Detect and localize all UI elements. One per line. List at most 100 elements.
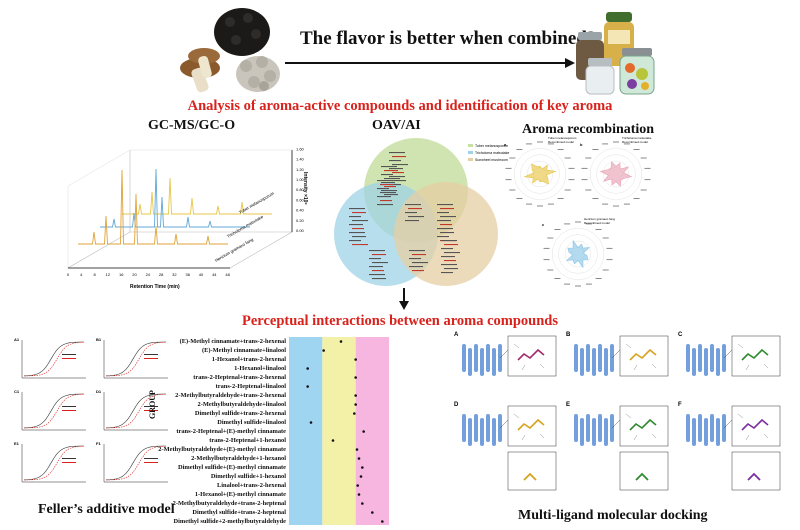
- ot-data-point: [309, 421, 313, 424]
- radar-area: [565, 239, 591, 269]
- ot-data-point: [361, 502, 364, 505]
- venn-compound-entry: [437, 212, 449, 214]
- radar-chart-c: c: [542, 221, 613, 287]
- feller-mini-plot: B1: [96, 337, 168, 379]
- radar-axis-label: [516, 149, 523, 150]
- protein-helix: [580, 418, 584, 446]
- venn-compound-entry: [381, 174, 393, 176]
- radar-axis-label: [595, 229, 602, 230]
- gcms-x-tick: 16: [119, 272, 124, 277]
- protein-helix: [474, 344, 478, 372]
- radar-axis-label: [557, 198, 564, 199]
- protein-helix: [716, 418, 720, 446]
- gcms-x-tick: 4: [80, 272, 83, 277]
- ot-data-point: [339, 340, 343, 343]
- docking-panel: E: [566, 402, 669, 491]
- protein-helix: [710, 344, 714, 372]
- ot-group-label: Linalool+trans-2-hexenal: [217, 482, 286, 489]
- gcms-y-tick: 1.40: [296, 157, 305, 162]
- radar-panel-letter: a: [504, 142, 507, 147]
- section-title-analysis: Analysis of aroma-active compounds and i…: [187, 98, 613, 114]
- venn-legend-1: Tuber melanosporum: [475, 144, 508, 148]
- radar-legend-b1: Tricholoma matsutake: [622, 136, 652, 140]
- docking-caption: Multi-ligand molecular docking: [518, 508, 708, 523]
- docking-panel-letter: E: [566, 402, 570, 408]
- protein-helix: [686, 414, 690, 442]
- radar-axis-label: [602, 203, 609, 205]
- salt-shaker-icon: [585, 58, 615, 95]
- venn-compound-entry: [369, 274, 385, 276]
- protein-helix: [604, 348, 608, 376]
- feller-panel-id: A1: [14, 337, 20, 342]
- ot-data-point: [306, 367, 309, 370]
- radar-axis-label: [554, 278, 561, 279]
- venn-compound-entry: [349, 224, 363, 226]
- protein-helix: [468, 348, 472, 376]
- spice-jars-illustration: [570, 2, 660, 98]
- gcms-x-label: Retention Time (min): [130, 284, 180, 290]
- ot-data-point: [353, 412, 356, 415]
- ot-data-point: [355, 448, 359, 451]
- radar-grid: [514, 147, 566, 201]
- gcms-x-tick: 40: [199, 272, 204, 277]
- feller-mini-plot: D1: [96, 389, 168, 431]
- ot-group-label: trans-2-Heptenal+1-hexanol: [209, 437, 286, 444]
- feller-mini-plot: C1: [14, 389, 86, 431]
- ligand: [629, 418, 657, 431]
- radar-charts: a b c Tuber melanosporum Recombined mode…: [500, 132, 660, 300]
- ot-group-label: Dimethyl sulfide+(E)-methyl cinnamate: [177, 464, 286, 471]
- radar-axis-label: [543, 247, 550, 249]
- docking-panels: A B C D E F: [452, 330, 792, 505]
- panel-title-oav: OAV/AI: [372, 118, 421, 133]
- docking-panel: D: [454, 402, 557, 491]
- feller-mini-plot: F1: [96, 441, 168, 483]
- second-ligand-zoom: [731, 451, 781, 491]
- venn-compound-entry: [389, 160, 401, 162]
- radar-axis-label: [644, 179, 651, 181]
- venn-compound-entry: [352, 220, 368, 222]
- venn-compound-entry: [377, 204, 393, 206]
- second-ligand-zoom: [507, 451, 557, 491]
- ot-group-label: (E)-Methyl cinnamate+trans-2-hexenal: [179, 338, 286, 345]
- docking-panel-letter: B: [566, 332, 571, 338]
- ot-band-addition: [322, 337, 356, 530]
- ot-group-label: 1-Hexanol+trans-2-hexenal: [211, 356, 286, 363]
- ot-band-masking: [355, 337, 389, 530]
- venn-compound-entry: [381, 166, 397, 168]
- gcms-x-tick: 28: [159, 272, 164, 277]
- radar-axis-label: [547, 269, 554, 271]
- gcms-x-tick: 36: [185, 272, 190, 277]
- venn-compound-entry: [392, 164, 408, 166]
- venn-compound-entry: [444, 244, 458, 246]
- venn-compound-entry: [412, 262, 428, 264]
- section-title-perceptual: Perceptual interactions between aroma co…: [241, 313, 559, 329]
- ot-data-point: [354, 394, 357, 397]
- residue: [737, 413, 769, 441]
- radar-axis-label: [564, 189, 571, 191]
- residue: [513, 413, 545, 441]
- venn-compound-entry: [441, 256, 455, 258]
- radar-axis-label: [509, 157, 516, 159]
- radar-grid: [552, 227, 604, 281]
- venn-compound-entry: [380, 200, 392, 202]
- ot-data-point: [362, 430, 365, 433]
- gcms-chart: 0 4 8 12 16 20 24 28 32 36 40 44 48 0.00 0.20 0.40 0.60…: [60, 132, 310, 292]
- radar-axis-label: [623, 203, 630, 205]
- gcms-y-tick: 1.60: [296, 146, 305, 151]
- protein-helix: [580, 348, 584, 376]
- ot-group-label: Dimethyl sulfide+trans-2-heptenal: [192, 509, 286, 516]
- gcms-x-tick: 48: [225, 272, 230, 277]
- ot-group-label: 2-Methylbutyraldehyde+1-hexanol: [191, 455, 286, 462]
- radar-legend-a2: Recombined model: [548, 140, 574, 144]
- docking-panel: F: [678, 402, 781, 491]
- venn-compound-entry: [372, 270, 384, 272]
- ligand: [523, 472, 537, 481]
- ot-data-point: [322, 349, 325, 352]
- venn-compound-entry: [440, 216, 456, 218]
- protein-helix: [480, 348, 484, 376]
- venn-compound-entry: [369, 258, 381, 260]
- protein-helix: [598, 414, 602, 442]
- venn-compound-entry: [441, 264, 457, 266]
- protein-helix: [574, 344, 578, 372]
- protein-helix: [698, 344, 702, 372]
